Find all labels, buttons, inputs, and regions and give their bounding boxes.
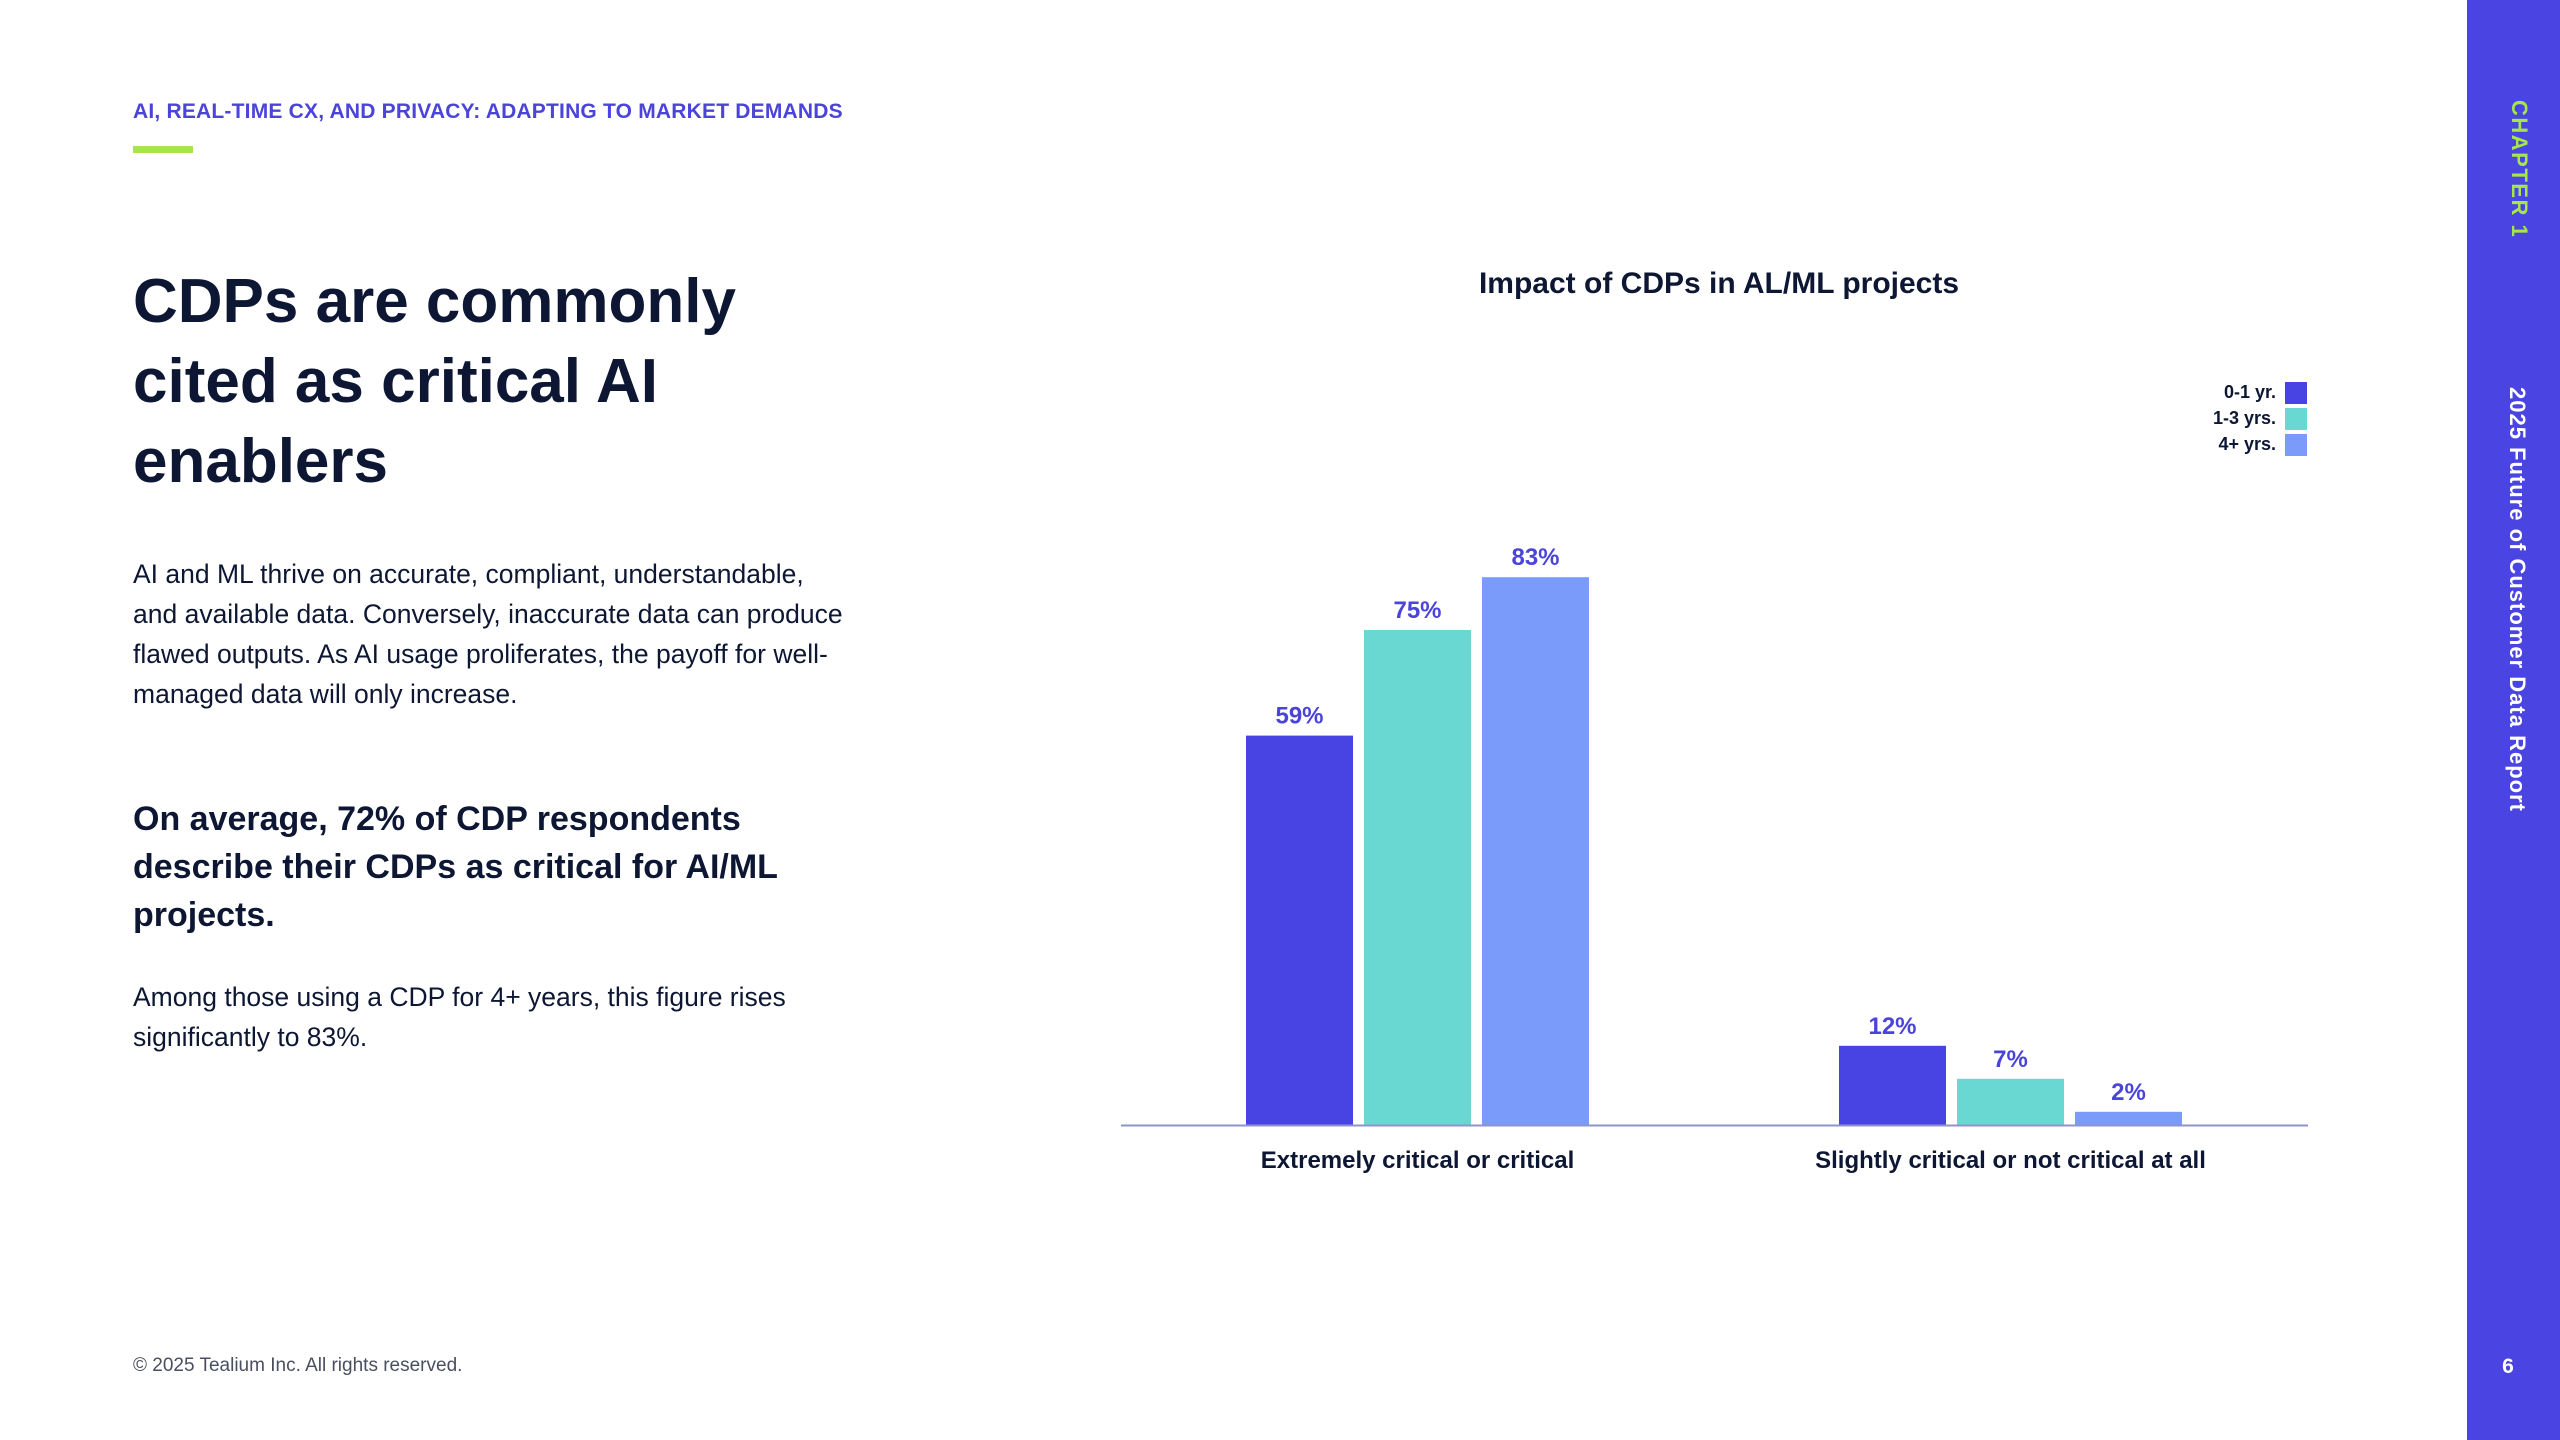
page-number: 6 [2502,1355,2514,1378]
legend-swatch-1-3-yrs [2285,408,2307,430]
bar-1-3-yrs-cat1 [1364,630,1471,1125]
bar-4-yrs-cat1 [1482,577,1589,1125]
bar-1-3-yrs-cat2 [1957,1078,2064,1125]
chart-category-labels: Extremely critical or critical Slightly c… [1261,1147,2206,1174]
supporting-paragraph: Among those using a CDP for 4+ years, th… [133,982,786,1052]
legend-label-4-yrs: 4+ yrs. [2218,434,2276,454]
chart-legend: 0-1 yr. 1-3 yrs. 4+ yrs. [2213,382,2307,456]
chart-bars [1246,577,2182,1125]
body-paragraph: AI and ML thrive on accurate, compliant,… [133,559,843,709]
value-label-0-1-yr-cat1: 59% [1275,703,1323,730]
bar-0-1-yr-cat2 [1839,1045,1946,1125]
category-label-2: Slightly critical or not critical at all [1815,1147,2206,1174]
value-label-4-yrs-cat2: 2% [2111,1079,2146,1106]
chart-title: Impact of CDPs in AL/ML projects [1479,267,1959,300]
legend-swatch-4-yrs [2285,434,2307,456]
bar-4-yrs-cat2 [2075,1111,2182,1125]
value-label-0-1-yr-cat2: 12% [1868,1013,1916,1040]
value-label-1-3-yrs-cat2: 7% [1993,1046,2028,1073]
value-label-1-3-yrs-cat1: 75% [1393,597,1441,624]
kicker-accent-rule [133,146,193,153]
cdp-impact-bar-chart: Impact of CDPs in AL/ML projects 0-1 yr.… [1121,267,2308,1174]
bar-0-1-yr-cat1 [1246,735,1353,1125]
copyright-notice: © 2025 Tealium Inc. All rights reserved. [133,1355,463,1376]
page-headline: CDPs are commonly cited as critical AI e… [133,267,736,496]
legend-label-0-1-yr: 0-1 yr. [2224,382,2276,402]
chapter-label: CHAPTER 1 [2507,100,2532,239]
chart-value-labels: 59% 75% 83% 12% 7% 2% [1275,544,2145,1106]
legend-swatch-0-1-yr [2285,382,2307,404]
report-title-label: 2025 Future of Customer Data Report [2505,387,2530,812]
category-label-1: Extremely critical or critical [1261,1147,1575,1174]
value-label-4-yrs-cat1: 83% [1511,544,1559,571]
section-kicker: AI, REAL-TIME CX, AND PRIVACY: ADAPTING … [133,100,843,123]
chapter-sidebar [2467,0,2560,1440]
key-stat-callout: On average, 72% of CDP respondents descr… [133,800,778,934]
legend-label-1-3-yrs: 1-3 yrs. [2213,408,2276,428]
